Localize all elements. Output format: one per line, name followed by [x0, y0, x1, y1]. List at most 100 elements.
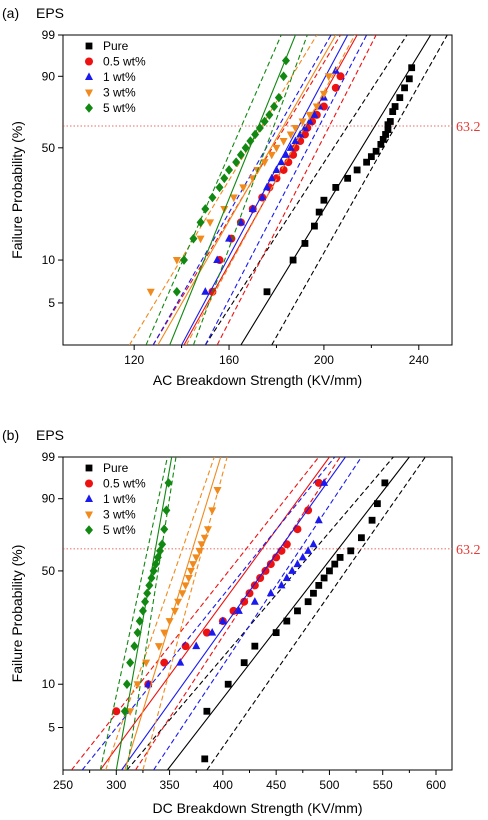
data-point: [289, 150, 298, 159]
y-tick-label: 10: [42, 677, 56, 691]
data-point: [326, 567, 333, 575]
x-tick-label: 120: [124, 353, 144, 367]
legend-item: 0.5 wt%: [85, 477, 146, 491]
data-point: [146, 288, 155, 297]
confidence-line-upper: [105, 457, 215, 770]
data-point: [301, 240, 309, 247]
data-point: [320, 574, 328, 582]
data-point: [258, 192, 267, 201]
data-point: [311, 222, 318, 230]
data-point: [225, 234, 234, 242]
y-tick-label: 5: [48, 721, 55, 735]
plot-area: [128, 35, 448, 345]
fit-line: [157, 35, 337, 345]
panel-b: (b) EPS 63.2 250 300 350 400 450 500 550 600 5 10 50 9…: [2, 427, 481, 816]
data-point: [246, 136, 255, 146]
data-point: [320, 478, 329, 486]
data-point: [236, 217, 245, 226]
x-tick-label: 550: [373, 778, 393, 792]
data-point: [248, 204, 257, 212]
data-point: [120, 706, 129, 717]
data-point: [196, 217, 205, 228]
y-axis-title: Failure Probability (%): [9, 121, 25, 259]
data-point: [304, 546, 313, 554]
data-point: [324, 73, 333, 81]
legend-marker: [85, 525, 93, 535]
data-point: [332, 184, 340, 191]
confidence-line-upper: [145, 35, 282, 345]
data-point: [201, 755, 209, 763]
data-point: [315, 208, 323, 216]
data-point: [178, 590, 187, 598]
plot-area: [71, 457, 426, 770]
confidence-line-upper: [128, 35, 318, 345]
legend-marker: [85, 464, 93, 472]
data-point: [130, 641, 139, 651]
data-point: [298, 552, 307, 561]
legend-label: 5 wt%: [103, 523, 136, 537]
data-point: [236, 150, 245, 160]
data-point: [272, 144, 281, 153]
legend-marker: [85, 479, 93, 488]
data-point: [368, 516, 376, 524]
data-point: [143, 588, 152, 599]
legend-item: 1 wt%: [85, 70, 136, 84]
legend: Pure 0.5 wt%1 wt% 3 wt%5 wt%: [85, 39, 146, 115]
data-point: [314, 515, 323, 524]
data-point: [251, 642, 259, 650]
data-point: [195, 547, 204, 556]
x-tick-label: 300: [106, 778, 126, 792]
data-point: [192, 641, 201, 650]
y-tick-label: 99: [42, 450, 56, 464]
data-point: [170, 607, 179, 616]
data-point: [141, 596, 150, 607]
legend-item: 1 wt%: [85, 492, 136, 506]
data-point: [162, 505, 171, 516]
data-point: [331, 83, 340, 92]
data-point: [160, 629, 169, 638]
legend-label: 5 wt%: [103, 101, 136, 115]
data-point: [184, 574, 193, 583]
x-tick-label: 250: [53, 778, 73, 792]
data-point: [319, 90, 328, 99]
legend: Pure 0.5 wt%1 wt% 3 wt%5 wt%: [85, 461, 146, 537]
data-point: [293, 525, 302, 534]
legend-label: 3 wt%: [103, 508, 136, 522]
legend-item: Pure: [85, 461, 129, 475]
legend-marker: [85, 57, 93, 66]
confidence-line-upper: [126, 457, 394, 770]
legend-marker: [85, 103, 93, 113]
y-tick-label: 90: [42, 69, 56, 83]
data-point: [145, 580, 154, 591]
data-point: [142, 659, 151, 668]
legend-label: 0.5 wt%: [103, 477, 146, 491]
legend-label: 1 wt%: [103, 492, 136, 506]
data-point: [386, 118, 394, 125]
data-point: [112, 707, 121, 716]
data-point: [208, 628, 217, 636]
data-point: [250, 597, 259, 605]
data-point: [373, 500, 381, 508]
data-point: [147, 573, 156, 583]
data-point: [245, 589, 254, 598]
panel-a: (a) EPS 63.2 120 160 200 240 5 10 50 90 99 AC Breakd…: [2, 5, 481, 388]
data-point: [286, 131, 295, 140]
series-3: [105, 457, 228, 770]
confidence-line-lower: [204, 35, 368, 345]
data-point: [304, 598, 312, 606]
data-point: [310, 110, 319, 118]
data-point: [240, 659, 248, 667]
data-point: [282, 540, 291, 549]
x-tick-label: 160: [219, 353, 239, 367]
data-point: [251, 129, 260, 140]
data-point: [293, 559, 302, 568]
legend-item: 3 wt%: [85, 508, 136, 522]
data-point: [164, 478, 173, 488]
data-point: [279, 71, 288, 82]
data-point: [381, 479, 389, 487]
x-tick-label: 400: [213, 778, 233, 792]
data-point: [160, 524, 169, 535]
data-point: [353, 166, 361, 174]
data-point: [384, 126, 392, 133]
data-point: [240, 597, 249, 606]
